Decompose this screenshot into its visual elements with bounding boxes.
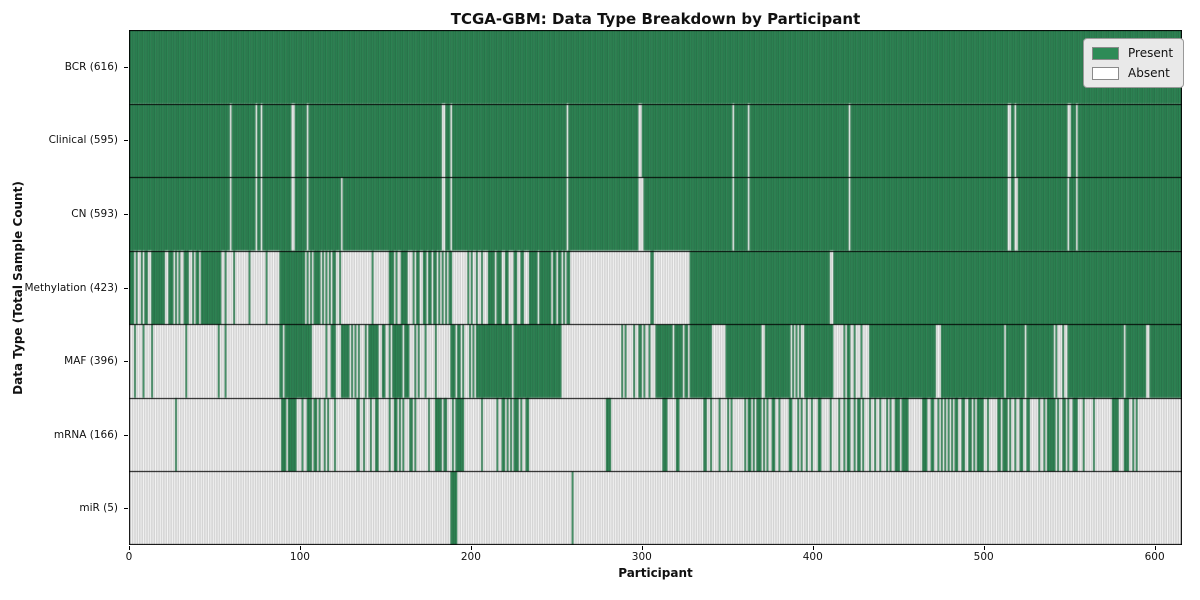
legend-item-present: Present (1092, 46, 1173, 60)
xtick-label-100: 100 (289, 551, 310, 563)
xtick-label-400: 400 (802, 551, 823, 563)
ytick-label-mRNA: mRNA (166) (53, 428, 118, 441)
legend-present-swatch-icon (1092, 46, 1119, 60)
xtick-mark (299, 546, 301, 550)
ytick-mark (124, 287, 128, 289)
ytick-label-MAF: MAF (396) (64, 355, 118, 368)
ytick-label-Methylation: Methylation (423) (24, 281, 118, 294)
ytick-label-Clinical: Clinical (595) (48, 134, 118, 147)
ytick-mark (124, 213, 128, 215)
xtick-label-600: 600 (1144, 551, 1165, 563)
xtick-label-200: 200 (460, 551, 481, 563)
chart-title: TCGA-GBM: Data Type Breakdown by Partici… (450, 10, 861, 28)
legend-absent-swatch-icon (1092, 66, 1119, 80)
xtick-mark (983, 546, 985, 550)
ytick-mark (124, 508, 128, 510)
ytick-mark (124, 361, 128, 363)
legend-present-label: Present (1128, 46, 1174, 60)
ytick-mark (124, 140, 128, 142)
xtick-mark (641, 546, 643, 550)
xtick-mark (812, 546, 814, 550)
xtick-mark (470, 546, 472, 550)
ytick-mark (124, 66, 128, 68)
legend-absent-label: Absent (1128, 66, 1170, 80)
ytick-label-CN: CN (593) (71, 207, 118, 220)
xtick-mark (129, 546, 130, 550)
x-axis-label: Participant (618, 566, 693, 580)
xtick-mark (1154, 546, 1156, 550)
legend-item-absent: Absent (1092, 66, 1173, 80)
ytick-label-BCR: BCR (616) (64, 60, 118, 73)
heatmap-canvas (129, 30, 1182, 545)
ytick-label-miR: miR (5) (79, 502, 118, 515)
xtick-label-0: 0 (125, 551, 133, 563)
xtick-label-300: 300 (631, 551, 652, 563)
xtick-label-500: 500 (973, 551, 994, 563)
legend: Present Absent (1083, 38, 1185, 88)
ytick-mark (124, 434, 128, 436)
